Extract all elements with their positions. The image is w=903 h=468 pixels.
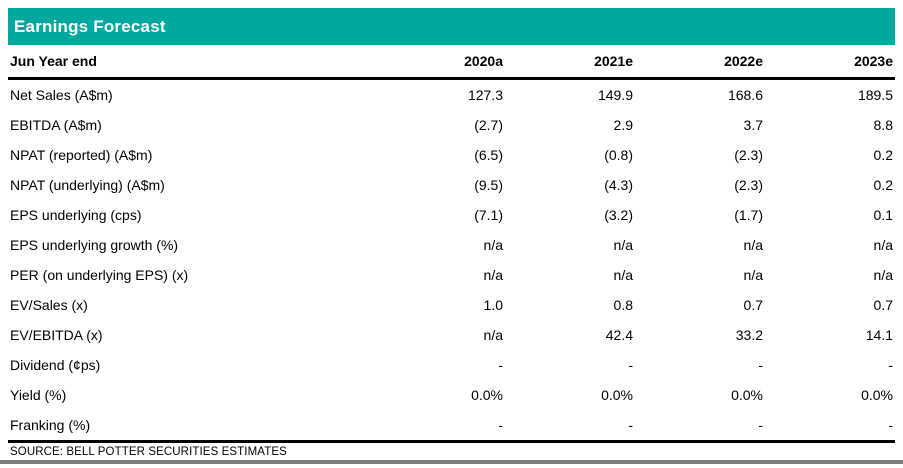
row-label: EBITDA (A$m) [10,117,102,133]
table-body: Net Sales (A$m) 127.3 149.9 168.6 189.5 EBITD… [8,80,895,440]
cell-value: - [628,417,633,433]
cell-value: 14.1 [865,327,893,343]
table-row: EPS underlying growth (%) n/a n/a n/a n/a [8,230,895,260]
cell-value: 0.7 [743,297,763,313]
cell-value: (1.7) [734,207,763,223]
cell-value: (3.2) [604,207,633,223]
cell-value: - [628,357,633,373]
row-label: EV/EBITDA (x) [10,327,103,343]
cell-value: 0.2 [873,147,893,163]
row-label: EV/Sales (x) [10,297,88,313]
cell-value: 168.6 [727,87,763,103]
cell-value: (2.3) [734,147,763,163]
row-label: PER (on underlying EPS) (x) [10,267,189,283]
cell-value: (4.3) [604,177,633,193]
table-row: EPS underlying (cps) (7.1) (3.2) (1.7) 0.1 [8,200,895,230]
column-header-year-2: 2021e [594,53,633,69]
row-label: Net Sales (A$m) [10,87,113,103]
cell-value: - [888,357,893,373]
row-label: Franking (%) [10,417,91,433]
cell-value: (7.1) [474,207,503,223]
cell-value: n/a [743,267,763,283]
cell-value: 8.8 [873,117,893,133]
column-header-year-4: 2023e [854,53,893,69]
table-row: Franking (%) - - - - [8,410,895,440]
cell-value: 0.2 [873,177,893,193]
cell-value: - [498,417,503,433]
cell-value: n/a [483,327,503,343]
cell-value: (2.3) [734,177,763,193]
column-header-year-3: 2022e [724,53,763,69]
cell-value: n/a [483,237,503,253]
cell-value: 3.7 [743,117,763,133]
cell-value: 0.1 [873,207,893,223]
cell-value: 33.2 [735,327,763,343]
table-header-row: Jun Year end 2020a 2021e 2022e 2023e [8,45,895,80]
row-label: NPAT (underlying) (A$m) [10,177,165,193]
cell-value: 0.0% [601,387,633,403]
cell-value: 0.7 [873,297,893,313]
cell-value: (2.7) [474,117,503,133]
earnings-forecast-table: Earnings Forecast Jun Year end 2020a 202… [8,8,895,460]
source-note: SOURCE: BELL POTTER SECURITIES ESTIMATES [10,446,287,458]
table-row: Dividend (¢ps) - - - - [8,350,895,380]
cell-value: n/a [613,267,633,283]
cell-value: n/a [873,237,893,253]
cell-value: (0.8) [604,147,633,163]
table-title-bar: Earnings Forecast [8,8,895,45]
table-row: NPAT (reported) (A$m) (6.5) (0.8) (2.3) 0.2 [8,140,895,170]
row-label: Dividend (¢ps) [10,357,101,373]
cell-value: - [758,357,763,373]
bottom-divider-bar [0,460,903,464]
cell-value: 0.0% [861,387,893,403]
cell-value: n/a [483,267,503,283]
cell-value: 0.0% [731,387,763,403]
table-row: Yield (%) 0.0% 0.0% 0.0% 0.0% [8,380,895,410]
row-label: EPS underlying (cps) [10,207,142,223]
cell-value: - [498,357,503,373]
cell-value: n/a [613,237,633,253]
source-note-row: SOURCE: BELL POTTER SECURITIES ESTIMATES [8,440,895,460]
table-row: Net Sales (A$m) 127.3 149.9 168.6 189.5 [8,80,895,110]
cell-value: (9.5) [474,177,503,193]
cell-value: 0.0% [471,387,503,403]
table-title: Earnings Forecast [14,16,166,36]
cell-value: 149.9 [597,87,633,103]
cell-value: 42.4 [605,327,633,343]
cell-value: 1.0 [483,297,503,313]
cell-value: n/a [873,267,893,283]
column-header-row-label: Jun Year end [10,53,97,69]
table-row: EV/Sales (x) 1.0 0.8 0.7 0.7 [8,290,895,320]
cell-value: (6.5) [474,147,503,163]
row-label: NPAT (reported) (A$m) [10,147,153,163]
column-header-year-1: 2020a [464,53,503,69]
cell-value: 127.3 [467,87,503,103]
cell-value: 189.5 [857,87,893,103]
table-row: EV/EBITDA (x) n/a 42.4 33.2 14.1 [8,320,895,350]
cell-value: - [888,417,893,433]
cell-value: 2.9 [613,117,633,133]
cell-value: n/a [743,237,763,253]
row-label: Yield (%) [10,387,67,403]
row-label: EPS underlying growth (%) [10,237,179,253]
table-row: EBITDA (A$m) (2.7) 2.9 3.7 8.8 [8,110,895,140]
table-row: PER (on underlying EPS) (x) n/a n/a n/a n/a [8,260,895,290]
cell-value: 0.8 [613,297,633,313]
cell-value: - [758,417,763,433]
table-row: NPAT (underlying) (A$m) (9.5) (4.3) (2.3) 0.… [8,170,895,200]
